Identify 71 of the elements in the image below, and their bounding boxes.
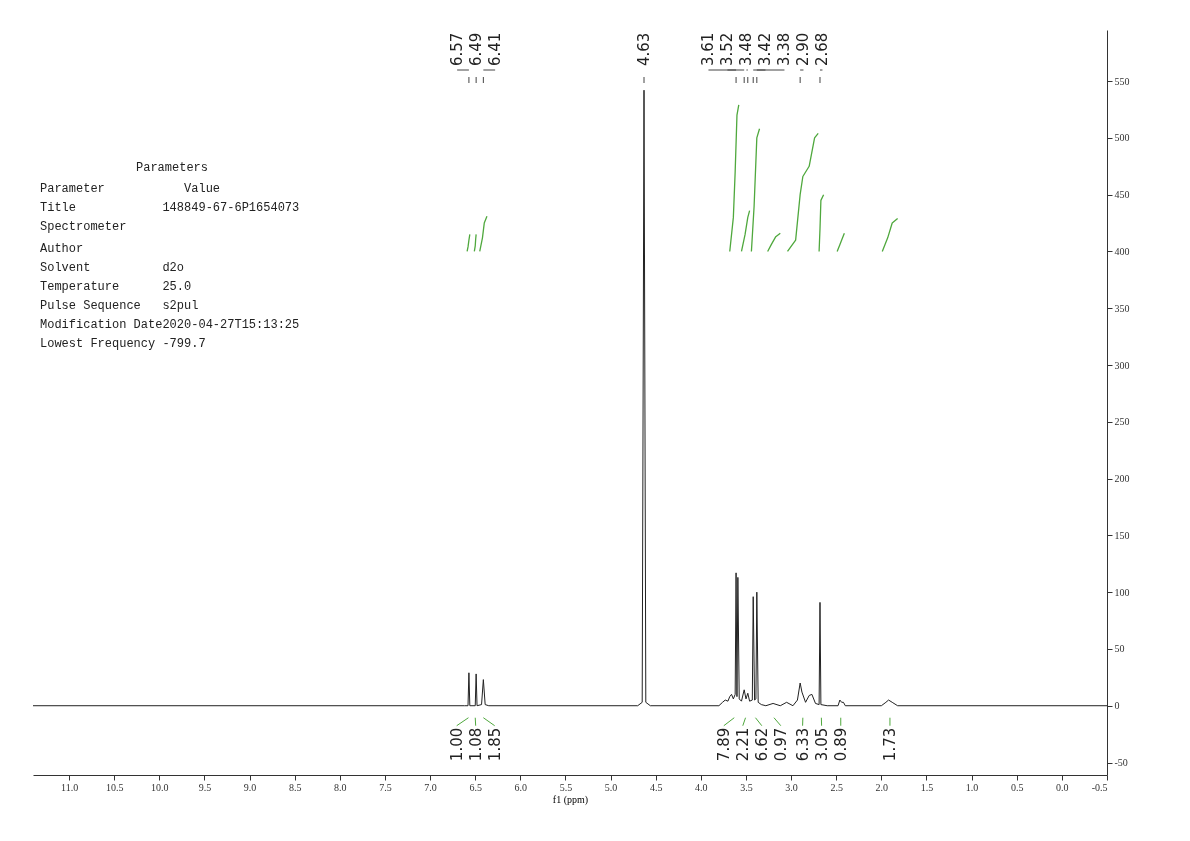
y-tick-label: 50 [1114,643,1125,655]
x-tick-label: 10.5 [105,781,124,793]
annotation: Pulse Sequence s2pul [40,299,199,313]
x-tick-label: 4.5 [649,781,663,793]
annotation: 3.61 [699,32,718,66]
text: Parameters [135,161,209,175]
y-tick-label: 250 [1114,416,1130,428]
annotation: 3.42 [756,32,775,66]
annotation: 6.62 [752,727,771,762]
y-tick-label: 100 [1114,586,1130,598]
annotation: 1.73 [880,727,899,762]
annotation: 3.05 [812,727,831,762]
annotation: 6.33 [793,727,812,762]
annotation: 0.89 [831,727,850,762]
x-tick-label: -0.5 [1091,781,1108,793]
x-tick-label: 6.0 [514,781,528,793]
x-tick-label: 1.5 [920,781,934,793]
annotation: 1.08 [466,727,485,762]
x-tick-label: 8.5 [288,781,302,793]
x-axis-title: f1 (ppm) [552,793,589,806]
y-tick-label: -50 [1114,757,1128,769]
x-tick-label: 11.0 [61,781,79,793]
y-tick-label: 550 [1114,75,1130,87]
x-tick-label: 0.5 [1011,781,1024,793]
annotation: 1.85 [485,727,504,762]
annotation: Spectrometer [40,220,127,234]
annotation: Parameter Value [40,182,221,196]
x-tick-label: 7.0 [424,781,437,793]
x-tick-label: 6.5 [469,781,482,793]
y-tick-label: 300 [1114,359,1130,371]
line-series [32,89,1108,707]
annotation: 0.97 [771,727,790,762]
x-tick-label: 9.5 [198,781,212,793]
y-tick-label: 150 [1114,529,1130,541]
x-tick-label: 5.0 [604,781,618,793]
x-tick-label: 2.5 [830,781,843,793]
annotation: 3.38 [775,32,794,66]
x-tick-label: 3.0 [785,781,798,793]
annotation: 2.21 [733,727,752,762]
x-tick-label: 8.0 [334,781,347,793]
annotation: Solvent d2o [40,261,185,275]
x-tick-label: 4.0 [695,781,708,793]
annotation: Title 148849-67-6P1654073 [40,201,300,215]
y-tick-label: 200 [1114,473,1130,485]
annotation: 6.41 [486,32,505,66]
x-tick-label: 5.5 [559,781,573,793]
x-tick-label: 3.5 [740,781,753,793]
annotation: 6.57 [448,32,467,66]
annotation: 6.49 [467,32,486,66]
y-tick-label: 500 [1114,132,1130,144]
x-tick-label: 0.0 [1056,781,1069,793]
x-tick-label: 10.0 [151,781,169,793]
annotation: 4.63 [635,32,654,66]
y-tick-label: 450 [1114,189,1130,201]
annotation: Modification Date2020-04-27T15:13:25 [40,318,300,332]
annotation: 3.52 [718,32,737,66]
annotation: Author [40,242,84,256]
annotation: 2.68 [813,32,832,66]
y-tick-label: 350 [1114,302,1130,314]
y-tick-label: 0 [1114,700,1120,712]
annotation: Lowest Frequency -799.7 [40,337,206,351]
annotation: 1.00 [447,727,466,762]
x-tick-label: 9.0 [243,781,257,793]
x-tick-label: 1.0 [965,781,979,793]
annotation: 3.48 [737,32,756,66]
annotation: Temperature 25.0 [40,280,192,294]
y-tick-label: 400 [1114,245,1130,257]
annotation: 7.89 [714,727,733,762]
annotation: 2.90 [794,32,813,66]
x-tick-label: 2.0 [875,781,889,793]
x-tick-label: 7.5 [379,781,392,793]
